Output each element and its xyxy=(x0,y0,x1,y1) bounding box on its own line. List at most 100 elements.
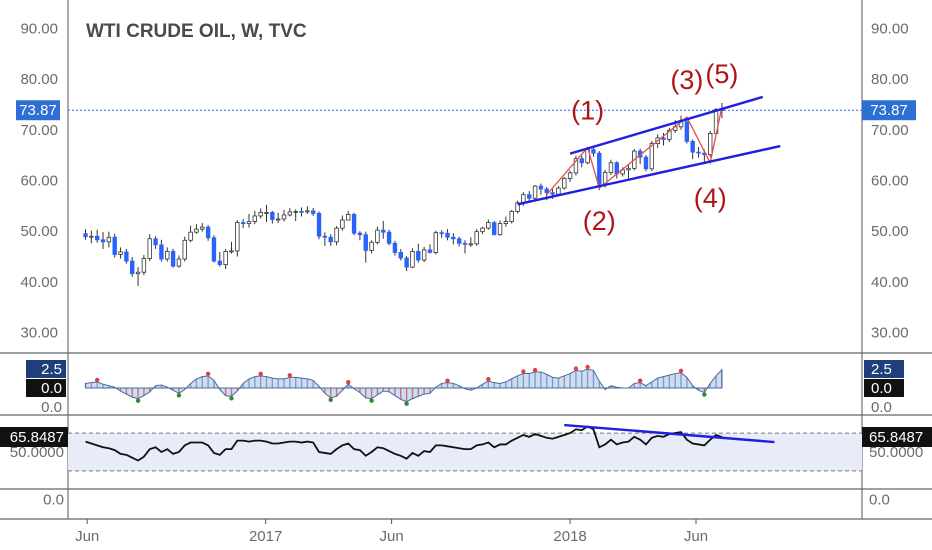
candle-body xyxy=(579,158,584,164)
candle-body xyxy=(544,188,549,194)
candle xyxy=(351,212,357,236)
candle xyxy=(346,210,351,221)
price-tick-left: 50.00 xyxy=(20,223,58,240)
candle-body xyxy=(386,231,392,244)
candle xyxy=(141,254,147,276)
price-tick-left: 70.00 xyxy=(20,122,58,139)
channel-line-lower xyxy=(517,144,781,206)
wave-label: (3) xyxy=(670,65,703,95)
candle xyxy=(462,240,468,254)
candle-body xyxy=(451,236,456,240)
wave-label: (5) xyxy=(705,59,738,89)
rsi-tick-left: 65.8487 xyxy=(10,429,64,446)
candle-body xyxy=(182,239,187,260)
candle-body xyxy=(170,251,176,267)
oscillator-tick-box-left xyxy=(26,379,66,397)
candle xyxy=(398,248,403,261)
candle-body xyxy=(293,211,298,213)
price-tick-left: 60.00 xyxy=(20,173,58,190)
oscillator-trough-marker xyxy=(369,398,374,403)
candle-body xyxy=(690,141,695,153)
candle-body xyxy=(550,192,555,195)
candle-body xyxy=(83,233,88,238)
candle-body xyxy=(135,271,141,275)
histogram-oscillator-panel[interactable]: 2.5 2.5 0.0 0.0 0.0 0.0 xyxy=(26,360,904,416)
candle xyxy=(608,159,614,175)
candle xyxy=(270,210,275,224)
oscillator-peak-marker xyxy=(346,380,351,385)
candle-body xyxy=(153,238,158,246)
candle-body xyxy=(223,251,228,266)
candle xyxy=(474,229,479,246)
rsi-tick-right: 50.0000 xyxy=(869,444,923,461)
candle-body xyxy=(404,257,409,268)
time-tick-label: 2017 xyxy=(249,528,282,545)
candle xyxy=(439,230,444,238)
candle-body xyxy=(527,194,532,199)
candle-body xyxy=(392,242,398,253)
candle-body xyxy=(118,251,123,255)
candle-body xyxy=(381,229,386,233)
candle xyxy=(357,231,363,241)
candle xyxy=(334,226,339,246)
candle xyxy=(305,206,310,214)
candle-body xyxy=(147,238,152,259)
rsi-line xyxy=(85,425,723,462)
candle xyxy=(311,207,316,216)
candle-body xyxy=(509,211,514,222)
candle xyxy=(404,255,409,272)
candle xyxy=(83,229,88,240)
candle xyxy=(182,236,187,262)
price-tick-right: 30.00 xyxy=(871,325,909,342)
oscillator-peak-marker xyxy=(532,367,538,373)
candle xyxy=(159,239,164,262)
oscillator-peak-marker xyxy=(94,377,100,383)
candle-body xyxy=(684,121,690,142)
candle-body xyxy=(311,210,316,214)
candle-body xyxy=(200,226,205,230)
candle-body xyxy=(322,235,328,238)
candle xyxy=(445,229,450,241)
rsi-tick-left: 0.0 xyxy=(43,491,64,508)
oscillator-tick-left: 0.0 xyxy=(41,399,62,416)
candle xyxy=(229,241,234,254)
oscillator-peak-marker xyxy=(678,368,684,373)
candle xyxy=(497,220,503,236)
candle-body xyxy=(328,236,333,243)
oscillator-peak-marker xyxy=(445,378,450,383)
candle-body xyxy=(141,258,147,273)
elliott-wave-labels: (1) (2) (3) (4) (5) xyxy=(571,59,738,236)
candle-body xyxy=(439,232,444,235)
candle xyxy=(194,224,199,234)
candle-body xyxy=(497,223,503,236)
last-price-labels: 73.87 73.87 xyxy=(16,100,916,121)
oscillator-axis: 2.5 2.5 0.0 0.0 0.0 0.0 xyxy=(26,360,904,416)
candle xyxy=(451,233,456,245)
oscillator-trough-marker xyxy=(176,393,182,398)
chart-title: WTI CRUDE OIL, W, TVC xyxy=(86,21,307,42)
candle xyxy=(468,237,474,247)
candle-body xyxy=(363,234,368,251)
candle xyxy=(643,155,649,172)
rsi-tick-right: 0.0 xyxy=(869,491,890,508)
price-axis-right[interactable]: 90.00 80.00 70.00 60.00 50.00 40.00 30.00 xyxy=(871,21,909,342)
candle xyxy=(573,155,579,176)
oscillator-peak-marker xyxy=(637,378,643,383)
candle-body xyxy=(503,221,509,224)
candle xyxy=(532,185,538,201)
price-tick-left: 80.00 xyxy=(20,71,58,88)
candle-body xyxy=(375,229,380,243)
time-tick-label: Jun xyxy=(75,528,99,545)
candle xyxy=(235,220,240,257)
candle-body xyxy=(573,158,579,174)
candle-body xyxy=(468,243,474,246)
price-panel[interactable]: (1) (2) (3) (4) (5) WTI CRUDE OIL, W, TVC 90… xyxy=(16,21,916,342)
candle xyxy=(363,231,368,263)
oscillator-trough-marker xyxy=(135,398,141,403)
candle-body xyxy=(229,250,234,253)
candle xyxy=(135,267,141,286)
candle-body xyxy=(538,185,544,190)
